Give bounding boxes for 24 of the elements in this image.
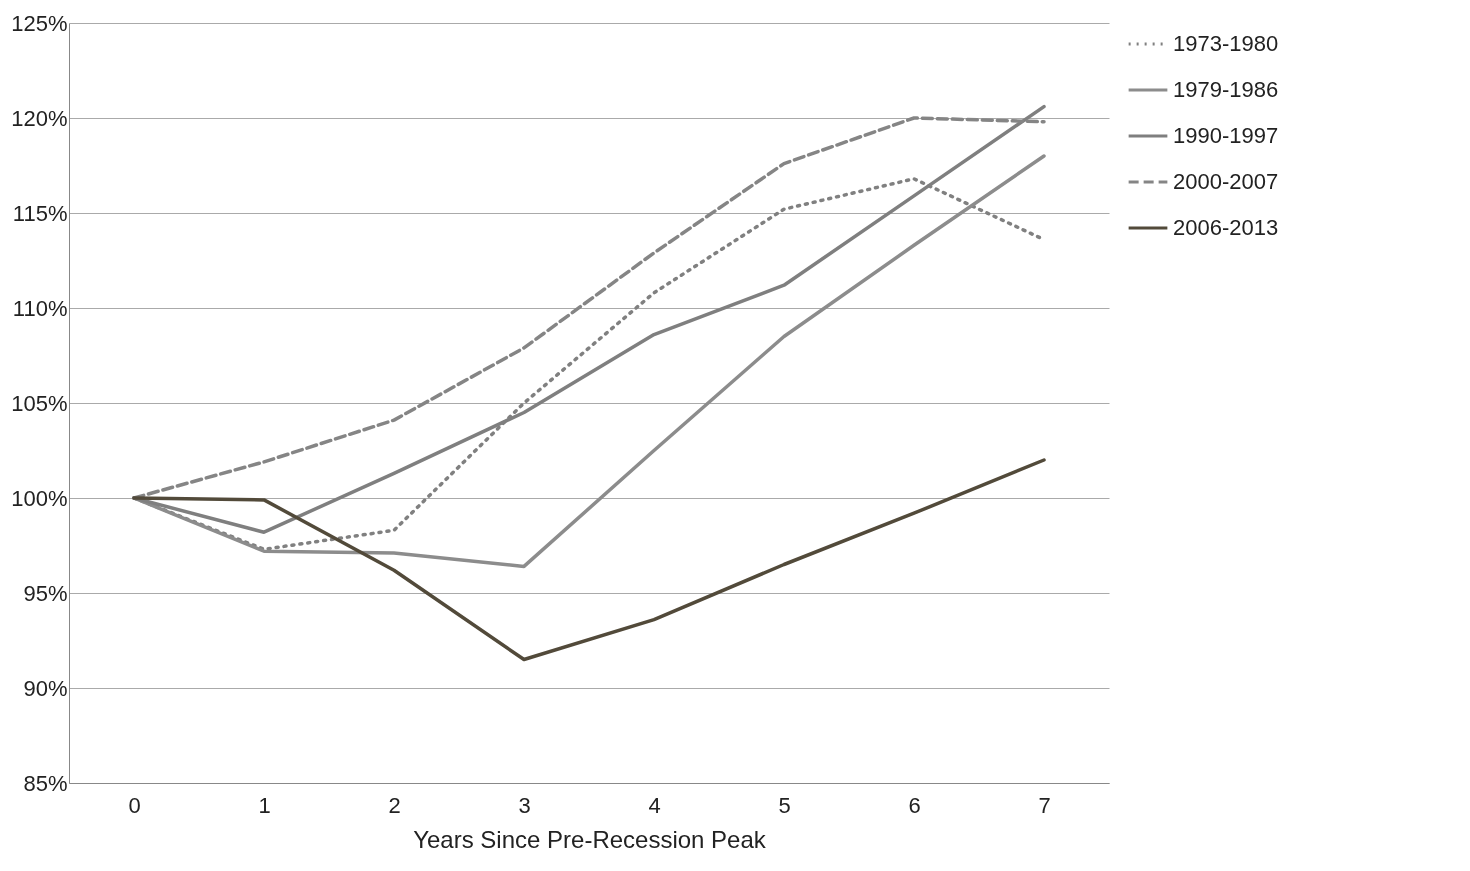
legend-label: 1979-1986 — [1173, 77, 1279, 102]
y-tick-label: 85% — [23, 770, 68, 796]
x-tick-label: 7 — [1038, 792, 1051, 818]
y-tick-label: 100% — [11, 485, 68, 511]
x-tick-label: 4 — [648, 792, 661, 818]
x-tick-label: 5 — [778, 792, 791, 818]
y-tick-label: 115% — [12, 200, 68, 226]
x-tick-label: 1 — [258, 792, 271, 818]
y-tick-label: 90% — [23, 675, 68, 701]
y-tick-label: 125% — [11, 10, 68, 36]
y-tick-label: 110% — [12, 295, 68, 321]
legend-label: 2006-2013 — [1173, 215, 1279, 240]
legend-label: 1990-1997 — [1173, 123, 1279, 148]
legend-label: 1973-1980 — [1173, 31, 1279, 56]
x-axis-title: Years Since Pre-Recession Peak — [413, 825, 767, 853]
x-tick-label: 6 — [908, 792, 921, 818]
y-tick-label: 95% — [23, 580, 68, 606]
x-tick-label: 0 — [128, 792, 141, 818]
x-tick-label: 3 — [518, 792, 531, 818]
legend-label: 2000-2007 — [1173, 169, 1279, 194]
y-tick-label: 105% — [11, 390, 68, 416]
line-series — [132, 458, 1046, 662]
x-tick-label: 2 — [388, 792, 401, 818]
y-tick-label: 120% — [11, 105, 68, 131]
